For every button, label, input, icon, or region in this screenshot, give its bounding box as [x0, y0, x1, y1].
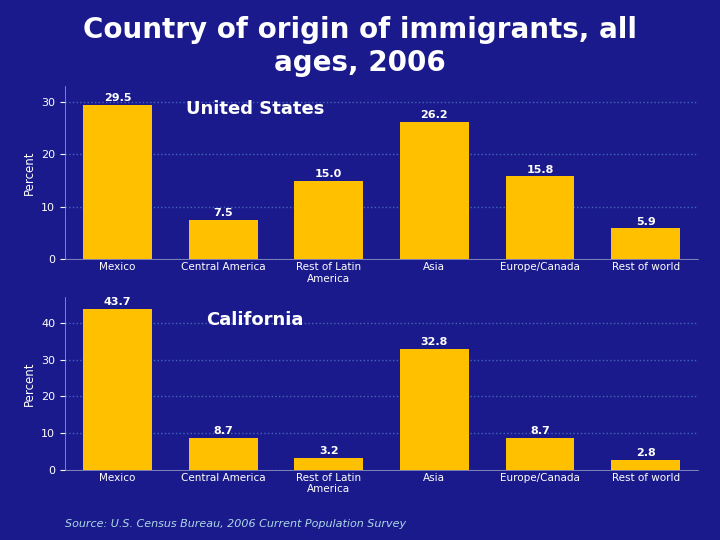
Bar	[611, 228, 680, 259]
Bar	[400, 349, 469, 470]
Bar	[84, 105, 152, 259]
Bar	[294, 181, 363, 259]
Text: United States: United States	[186, 100, 324, 118]
Text: 8.7: 8.7	[530, 426, 550, 436]
Bar	[505, 177, 575, 259]
Text: 2.8: 2.8	[636, 448, 655, 458]
Text: 8.7: 8.7	[213, 426, 233, 436]
Bar	[400, 122, 469, 259]
Bar	[84, 309, 152, 470]
Text: 3.2: 3.2	[319, 446, 338, 456]
Text: 15.0: 15.0	[315, 169, 343, 179]
Text: Country of origin of immigrants, all
ages, 2006: Country of origin of immigrants, all age…	[83, 16, 637, 77]
Bar	[611, 460, 680, 470]
Y-axis label: Percent: Percent	[22, 361, 35, 406]
Y-axis label: Percent: Percent	[22, 151, 35, 195]
Text: 15.8: 15.8	[526, 165, 554, 175]
Text: 5.9: 5.9	[636, 217, 655, 227]
Text: 32.8: 32.8	[420, 338, 448, 347]
Text: Source: U.S. Census Bureau, 2006 Current Population Survey: Source: U.S. Census Bureau, 2006 Current…	[65, 519, 406, 529]
Bar	[189, 438, 258, 470]
Text: 26.2: 26.2	[420, 111, 449, 120]
Text: California: California	[206, 311, 304, 329]
Bar	[505, 438, 575, 470]
Bar	[294, 458, 363, 470]
Text: 43.7: 43.7	[104, 298, 131, 307]
Text: 29.5: 29.5	[104, 93, 131, 103]
Bar	[189, 220, 258, 259]
Text: 7.5: 7.5	[213, 208, 233, 218]
